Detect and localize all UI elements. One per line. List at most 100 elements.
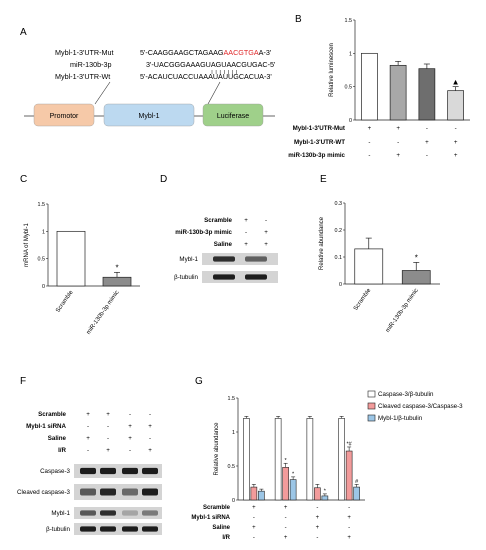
blot-label: Caspase-3 <box>40 468 70 475</box>
condition-sign: - <box>149 411 151 418</box>
blot-band <box>100 467 116 475</box>
legend-swatch <box>367 414 376 422</box>
condition-sign: - <box>253 515 255 521</box>
panel-f-condition-table: Scramble + + - - Mybl-1 siRNA - - + + Saline + - + - I/… <box>26 411 152 454</box>
bar <box>306 418 314 501</box>
condition-label: Saline <box>48 435 67 442</box>
significance-mark: ▲ <box>452 78 460 87</box>
condition-sign: + <box>284 535 288 541</box>
bar <box>250 486 258 501</box>
bar <box>345 450 353 501</box>
mut-seq-highlight: AACGTGA <box>224 48 259 57</box>
bar <box>389 64 407 121</box>
panel-letter-a: A <box>20 27 27 38</box>
y-axis-label: Relative abundance <box>319 216 325 270</box>
blot-label: Cleaved caspase-3 <box>17 489 71 496</box>
legend-label: Caspase-3/β-tubulin <box>378 391 434 398</box>
bar <box>321 495 329 501</box>
bar <box>102 276 132 287</box>
condition-sign: - <box>397 139 399 146</box>
condition-label: Scramble <box>204 217 232 224</box>
condition-sign: + <box>316 515 320 521</box>
chart-g: 0 0.5 1 1.5 Relative abundance * * * *# # <box>214 396 365 504</box>
legend-label: Mybl-1/β-tubulin <box>378 415 423 422</box>
base-pair-lines <box>211 70 237 74</box>
mut-sequence: 5'-CAAGGAAGCTAGAAGAACGTGAA-3' <box>140 48 272 57</box>
blot-membrane <box>202 271 278 283</box>
significance-mark: * <box>415 253 418 262</box>
condition-sign: + <box>86 435 90 442</box>
condition-label: I/R <box>222 535 230 541</box>
y-tick-label: 0 <box>232 498 235 504</box>
blot-band <box>80 467 96 475</box>
y-tick-label: 0 <box>349 118 352 124</box>
bar <box>353 486 360 501</box>
y-tick-label: 1.5 <box>345 18 353 24</box>
condition-sign: - <box>316 505 318 511</box>
condition-label: Mybl-1 siRNA <box>191 515 230 521</box>
condition-label: Scramble <box>38 411 66 418</box>
bar <box>258 490 265 501</box>
blot-label: β-tubulin <box>46 526 70 533</box>
blot-band <box>142 467 158 475</box>
condition-label: miR-130b-3p mimic <box>288 152 345 159</box>
significance-mark: * <box>285 458 288 464</box>
condition-sign: + <box>264 229 268 236</box>
blot-label: Mybl-1 <box>51 510 70 517</box>
zoom-line-left <box>94 81 111 105</box>
blot-membrane <box>74 507 162 519</box>
condition-label: Scramble <box>203 505 231 511</box>
significance-mark: # <box>355 479 359 485</box>
condition-sign: - <box>348 525 350 531</box>
blot-band <box>100 526 116 532</box>
condition-sign: + <box>252 525 256 531</box>
blot-band <box>80 526 96 532</box>
mut-seq-suffix: A-3' <box>259 48 272 57</box>
condition-sign: - <box>348 505 350 511</box>
y-tick-label: 1.5 <box>228 396 236 402</box>
condition-sign: + <box>284 505 288 511</box>
bar <box>361 52 378 121</box>
condition-sign: - <box>129 411 131 418</box>
condition-sign: - <box>455 125 457 132</box>
condition-label: Saline <box>214 241 233 248</box>
mybl-label: Mybl-1 <box>138 113 159 120</box>
condition-label: miR-130b-3p mimic <box>175 229 232 236</box>
condition-sign: - <box>368 139 370 146</box>
blot-band <box>122 510 138 516</box>
panel-letter-f: F <box>20 376 26 387</box>
y-tick-label: 0.1 <box>335 255 343 261</box>
bar <box>289 479 297 501</box>
y-tick-label: 1 <box>232 430 235 436</box>
condition-sign: + <box>454 139 458 146</box>
x-tick-label: miR-130b-3p mimic <box>385 288 420 334</box>
blot-membrane <box>74 484 162 500</box>
bar <box>56 230 86 287</box>
blot-membrane <box>74 523 162 535</box>
seq-label-mut: Mybl-1-3'UTR-Mut <box>55 48 113 57</box>
legend-swatch <box>367 402 376 410</box>
promotor-label: Promotor <box>50 113 79 120</box>
condition-sign: + <box>396 125 400 132</box>
y-axis-label: mRNA of Mybl-1 <box>24 223 30 267</box>
condition-sign: - <box>368 152 370 159</box>
blot-membrane <box>202 253 278 265</box>
blot-band <box>142 488 158 496</box>
condition-sign: + <box>316 525 320 531</box>
bar <box>354 248 384 285</box>
condition-sign: + <box>396 152 400 159</box>
blot-band <box>80 488 96 496</box>
luciferase-box <box>202 103 264 127</box>
significance-mark: * <box>115 263 118 272</box>
x-tick-label: miR-130b-3p mimic <box>86 290 121 336</box>
blot-label: β-tubulin <box>174 274 198 281</box>
panel-letter-c: C <box>20 174 27 185</box>
panel-f-blot: Caspase-3 Cleaved caspase-3 Mybl-1 β-tubuli… <box>17 464 162 535</box>
bar <box>401 270 431 285</box>
y-tick-label: 0.3 <box>335 201 343 207</box>
condition-sign: - <box>107 435 109 442</box>
panel-g-condition-table: Scramble + + - - Mybl-1 siRNA - - + + Saline + - + - I/… <box>191 505 351 541</box>
condition-sign: - <box>285 515 287 521</box>
panel-a-construct: Mybl-1-3'UTR-Mut miR-130b-3p Mybl-1-3'UT… <box>24 48 276 127</box>
